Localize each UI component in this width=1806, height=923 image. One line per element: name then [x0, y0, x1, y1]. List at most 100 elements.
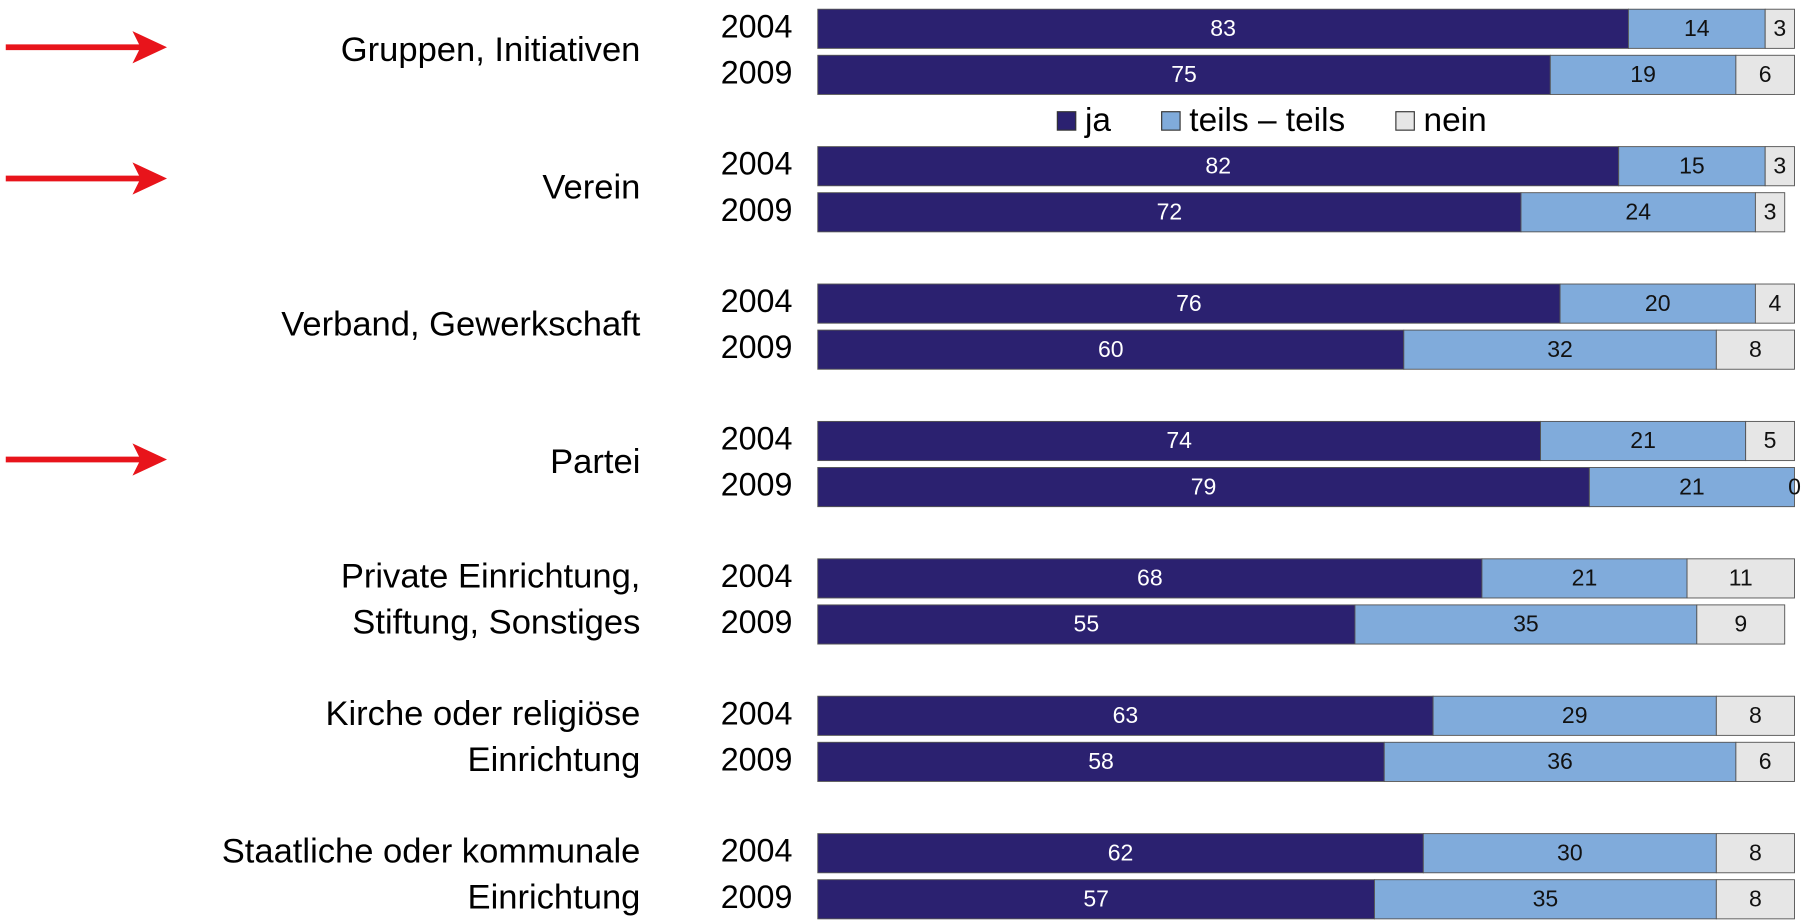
- bar-segment: [1559, 283, 1756, 324]
- data-label: 35: [1513, 611, 1539, 637]
- bar-segment: [1745, 420, 1795, 462]
- bar-segment: [817, 741, 1385, 782]
- bar-segment: [1549, 54, 1737, 95]
- bar-segment: [1422, 833, 1717, 874]
- bar-segment: [1403, 329, 1717, 370]
- year-label: 2009: [721, 741, 793, 777]
- bar-segment: [1520, 192, 1756, 233]
- bar-segment: [1764, 146, 1795, 187]
- legend-label: nein: [1424, 102, 1487, 139]
- arrow: [5, 31, 168, 64]
- group-label: Einrichtung: [468, 878, 641, 916]
- legend-swatch: [1395, 111, 1415, 131]
- year-label: 2009: [721, 879, 793, 915]
- bar-segment: [1374, 879, 1717, 920]
- bar-segment: [1754, 192, 1786, 233]
- data-label: 19: [1630, 61, 1656, 87]
- bar-segment: [1735, 741, 1795, 782]
- bar-segment: [817, 146, 1620, 187]
- bar-segment: [1354, 604, 1698, 645]
- data-label: 20: [1645, 290, 1671, 316]
- data-label: 58: [1088, 748, 1114, 774]
- data-label: 55: [1074, 611, 1100, 637]
- group-label: Kirche oder religiöse: [325, 695, 640, 733]
- data-label: 8: [1749, 702, 1762, 728]
- data-label: 11: [1729, 565, 1753, 591]
- data-label: 9: [1734, 611, 1747, 637]
- year-label: 2004: [721, 283, 793, 319]
- bar-segment: [1618, 146, 1766, 187]
- arrows: [5, 31, 168, 476]
- data-label: 79: [1191, 473, 1217, 499]
- year-label: 2009: [721, 329, 793, 365]
- bar-segment: [817, 192, 1522, 233]
- legend-label: teils – teils: [1189, 102, 1345, 139]
- data-label: 6: [1759, 748, 1772, 774]
- year-label: 2004: [721, 8, 793, 44]
- year-label: 2004: [721, 146, 793, 182]
- data-label: 3: [1764, 198, 1777, 224]
- bar-segment: [817, 8, 1629, 49]
- group-label: Gruppen, Initiativen: [341, 31, 641, 69]
- bar-segment: [1715, 833, 1795, 874]
- legend-swatch: [1056, 111, 1077, 131]
- data-label: 74: [1166, 427, 1192, 453]
- data-label: 14: [1684, 15, 1710, 41]
- data-label: 8: [1749, 336, 1762, 362]
- group-label: Verband, Gewerkschaft: [281, 306, 641, 344]
- bar-segment: [1764, 8, 1795, 49]
- year-label: 2009: [721, 604, 793, 640]
- data-label: 30: [1557, 839, 1583, 865]
- data-label: 32: [1547, 336, 1573, 362]
- data-label: 36: [1547, 748, 1573, 774]
- data-label: 60: [1098, 336, 1124, 362]
- data-label: 3: [1773, 15, 1786, 41]
- data-label: 6: [1759, 61, 1772, 87]
- bar-segment: [1696, 604, 1786, 645]
- bar-segment: [1383, 741, 1737, 782]
- data-label: 5: [1764, 427, 1777, 453]
- data-label: 8: [1749, 886, 1762, 912]
- data-label: 0: [1788, 473, 1801, 499]
- year-label: 2004: [721, 695, 793, 731]
- arrow: [5, 443, 168, 476]
- data-label: 83: [1210, 15, 1236, 41]
- data-label: 15: [1679, 152, 1705, 178]
- bar-segment: [1715, 329, 1795, 370]
- group-label: Einrichtung: [468, 741, 641, 779]
- group-label: Verein: [542, 168, 640, 206]
- bar-segment: [817, 558, 1483, 599]
- data-label: 76: [1176, 290, 1202, 316]
- data-label: 62: [1108, 839, 1134, 865]
- data-label: 3: [1773, 152, 1786, 178]
- year-label: 2009: [721, 54, 793, 90]
- bar-segment: [817, 604, 1356, 645]
- data-label: 75: [1171, 61, 1197, 87]
- bar-segment: [817, 283, 1561, 324]
- bar-segment: [817, 54, 1551, 95]
- data-label: 24: [1625, 198, 1651, 224]
- group-label: Private Einrichtung,: [341, 558, 641, 596]
- bar-segment: [1715, 879, 1795, 920]
- data-label: 8: [1749, 839, 1762, 865]
- data-label: 21: [1630, 427, 1656, 453]
- data-label: 82: [1205, 152, 1231, 178]
- bar-segment: [817, 833, 1424, 874]
- year-label: 2004: [721, 421, 793, 457]
- group-label: Staatliche oder kommunale: [222, 832, 641, 870]
- data-label: 68: [1137, 565, 1163, 591]
- bar-segment: [1754, 283, 1795, 324]
- arrow: [5, 162, 168, 195]
- data-label: 21: [1572, 565, 1598, 591]
- data-label: 35: [1533, 886, 1559, 912]
- group-label: Partei: [550, 443, 640, 481]
- bar-segment: [1735, 54, 1795, 95]
- data-label: 21: [1679, 473, 1705, 499]
- year-label: 2004: [721, 833, 793, 869]
- bar-segment: [817, 695, 1434, 736]
- bar-segment: [1588, 467, 1795, 508]
- legend-swatch: [1161, 111, 1181, 131]
- year-label: 2009: [721, 192, 793, 228]
- data-label: 72: [1157, 198, 1183, 224]
- data-label: 29: [1562, 702, 1588, 728]
